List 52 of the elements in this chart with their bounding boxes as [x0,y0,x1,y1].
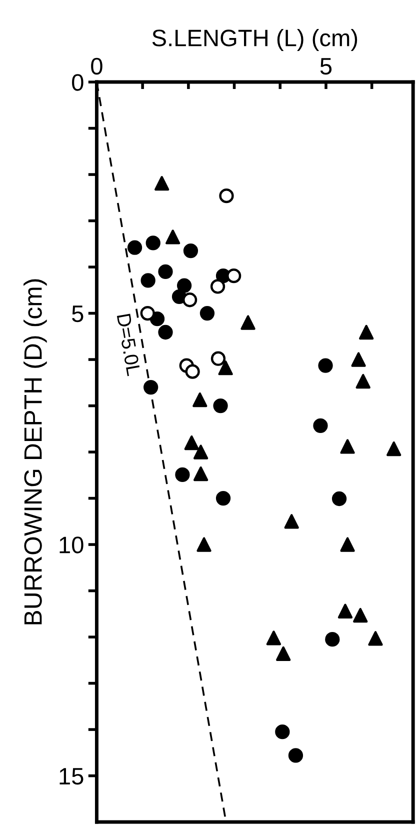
point [154,176,170,191]
point [351,352,366,367]
point [193,466,208,482]
point [210,351,226,366]
annotation: D=5.0L [116,314,141,376]
point [175,467,190,482]
point [284,514,299,529]
point [266,630,282,646]
point [240,315,256,330]
point [340,439,355,454]
point [140,306,155,321]
y-tick-label: 15 [60,768,84,785]
point [340,537,355,552]
point [144,380,158,395]
point [356,374,370,389]
point [386,441,402,456]
x-axis-title: S.LENGTH (L) (cm) [152,29,358,52]
point [359,324,374,340]
point [275,724,290,740]
point [318,358,333,373]
point [368,631,383,646]
point [185,364,200,379]
point [332,491,347,506]
point [140,273,156,288]
point [184,435,199,450]
point [158,324,173,340]
point [216,490,231,506]
y-axis-title: BURROWING DEPTH (D) (cm) [24,279,47,624]
y-tick-label: 5 [72,306,84,322]
point [218,360,233,376]
point [193,444,208,460]
point [192,392,208,408]
point [196,537,212,552]
point [200,306,215,321]
point [338,604,353,618]
point [288,748,304,763]
point [176,278,192,293]
point [353,608,368,623]
point [313,418,328,433]
point [219,188,234,204]
point [210,279,226,294]
point [158,264,173,279]
y-tick-label: 0 [72,74,84,91]
point [276,646,291,662]
point [213,398,228,414]
point [127,240,142,255]
point [182,292,198,308]
point [166,230,180,244]
point [146,236,160,250]
y-tick-label: 10 [60,536,84,554]
point [325,632,340,647]
point [183,244,198,258]
